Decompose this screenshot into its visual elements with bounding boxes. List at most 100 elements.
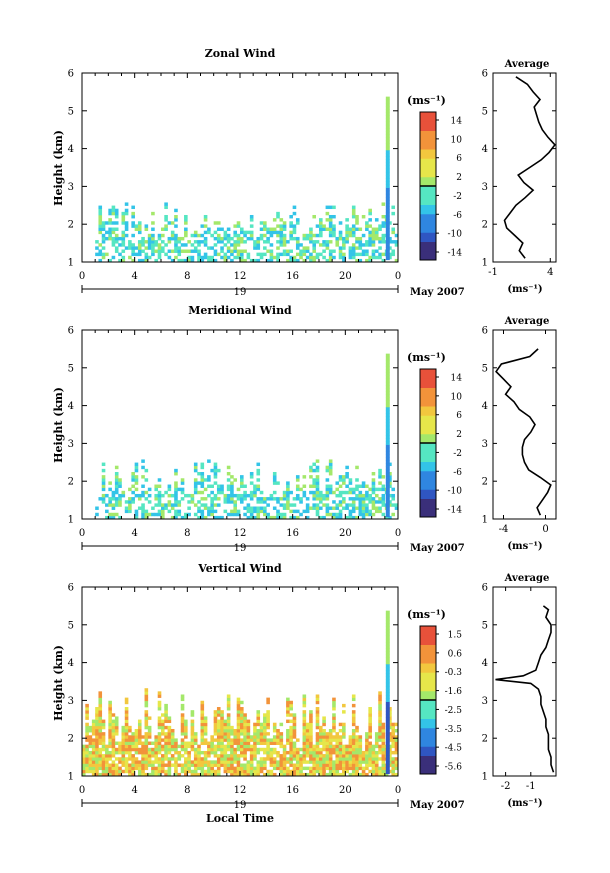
heatmap-cell [385,419,390,423]
heatmap-cell [131,478,135,482]
heatmap-cell [243,506,247,510]
heatmap-cell [101,255,106,260]
heatmap-cell [114,487,119,492]
heatmap-cell [174,744,178,749]
heatmap-cell [289,728,293,733]
heatmap-cell [279,722,284,727]
y-tick-label: 6 [68,326,74,337]
heatmap-cell [114,769,119,774]
heatmap-cell [351,252,356,257]
heatmap-cell [203,741,208,745]
heatmap-cell [388,255,392,260]
heatmap-cell [144,697,149,702]
heatmap-cell [137,760,142,764]
heatmap-cell [131,757,135,761]
heatmap-cell [167,509,172,514]
heatmap-cell [147,246,152,250]
heatmap-cell [295,760,300,764]
heatmap-cell [167,240,172,244]
heatmap-cell [193,481,198,485]
heatmap-cell [374,509,379,514]
heatmap-cell [111,738,116,742]
heatmap-cell [256,509,261,514]
heatmap-cell [161,512,165,517]
heatmap-cell [161,766,165,771]
heatmap-cell [98,694,103,698]
heatmap-cell [197,747,201,752]
heatmap-cell [302,493,307,498]
heatmap-cell [385,203,390,207]
heatmap-cell [269,249,274,253]
heatmap-cell [200,509,205,514]
heatmap-cell [351,732,356,736]
heatmap-cell [315,459,320,463]
heatmap-cell [269,515,274,520]
heatmap-cell [295,750,300,755]
heatmap-cell [302,722,307,727]
heatmap-cell [174,490,178,495]
heatmap-cell [276,233,280,238]
heatmap-cell [220,763,224,767]
heatmap-cell [246,503,251,507]
heatmap-cell [246,747,251,752]
heatmap-cell [105,757,109,761]
heatmap-cell [121,493,126,498]
heatmap-cell [266,713,270,717]
heatmap-cell [114,465,119,470]
heatmap-cell [246,741,251,745]
heatmap-cell [111,493,116,498]
heatmap-cell [203,725,208,730]
heatmap-cell [378,694,382,698]
heatmap-cell [338,728,343,733]
heatmap-cell [279,744,284,749]
heatmap-cell [289,258,293,263]
heatmap-cell [332,500,336,504]
heatmap-cell [289,230,293,235]
heatmap-cell [394,738,399,742]
heatmap-cell [385,460,390,464]
heatmap-cell [286,728,290,733]
heatmap-cell [200,757,205,761]
heatmap-cell [385,673,390,677]
heatmap-cell [230,757,234,761]
heatmap-cell [137,738,142,742]
heatmap-cell [391,772,396,777]
heatmap-cell [203,497,208,501]
heatmap-cell [345,754,349,758]
profile-y-tick-label: 3 [482,439,488,450]
heatmap-cell [256,769,261,774]
heatmap-cell [190,255,195,260]
heatmap-cell [276,246,280,250]
heatmap-cell [230,747,234,752]
heatmap-cell [263,719,267,724]
heatmap-cell [187,512,191,517]
heatmap-cell [147,741,152,745]
heatmap-cell [253,258,257,263]
heatmap-cell [220,713,224,717]
heatmap-cell [348,252,353,257]
heatmap-cell [164,738,168,742]
heatmap-cell [249,481,254,485]
heatmap-cell [385,149,390,154]
heatmap-cell [151,252,155,257]
heatmap-cell [385,717,390,721]
heatmap-cell [381,221,386,225]
heatmap-cell [338,252,343,257]
heatmap-cell [210,255,214,260]
heatmap-cell [128,744,132,749]
heatmap-cell [292,713,297,717]
heatmap-cell [144,722,149,727]
heatmap-cell [256,243,261,247]
heatmap-cell [328,760,333,764]
heatmap-cell [332,716,336,720]
heatmap-cell [385,121,390,126]
heatmap-cell [385,200,390,204]
heatmap-cell [240,766,244,771]
heatmap-cell [200,462,205,467]
heatmap-cell [385,422,390,427]
heatmap-cell [249,258,254,263]
average-title: Average [504,59,550,70]
heatmap-cell [111,722,116,727]
heatmap-cell [269,258,274,263]
heatmap-cell [180,725,185,730]
